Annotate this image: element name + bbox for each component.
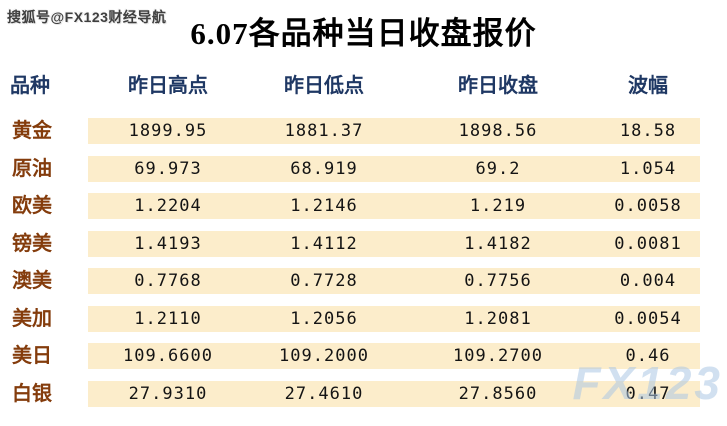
cell-close: 69.2 bbox=[475, 158, 521, 179]
instrument-name: 原油 bbox=[12, 157, 52, 180]
instrument-name: 白银 bbox=[12, 382, 52, 405]
watermark-source: 搜狐号@FX123财经导航 bbox=[7, 9, 167, 25]
cell-high: 69.973 bbox=[134, 158, 202, 179]
cell-close: 1.4182 bbox=[464, 233, 532, 254]
header-range: 波幅 bbox=[628, 75, 668, 97]
cell-low: 1.4112 bbox=[290, 233, 358, 254]
cell-low: 1.2056 bbox=[290, 308, 358, 329]
row-band: 1.2110 1.2056 1.2081 0.0054 bbox=[88, 305, 700, 332]
row-band: 1.2204 1.2146 1.219 0.0058 bbox=[88, 193, 700, 219]
header-low: 昨日低点 bbox=[284, 75, 364, 97]
cell-close: 0.7756 bbox=[464, 271, 532, 291]
cell-range: 0.0058 bbox=[614, 196, 682, 216]
cell-high: 109.6600 bbox=[123, 346, 213, 366]
cell-high: 1.2110 bbox=[134, 308, 202, 329]
cell-low: 68.919 bbox=[290, 158, 358, 179]
row-band: 27.9310 27.4610 27.8560 0.47 bbox=[88, 380, 700, 407]
cell-range: 0.0081 bbox=[614, 233, 682, 254]
cell-low: 0.7728 bbox=[290, 271, 358, 291]
page-title: 6.07各品种当日收盘报价 bbox=[190, 16, 537, 51]
table-row: 白银 27.9310 27.4610 27.8560 0.47 bbox=[0, 380, 727, 407]
instrument-name: 美日 bbox=[12, 345, 52, 367]
row-band: 0.7768 0.7728 0.7756 0.004 bbox=[88, 268, 700, 294]
row-band: 69.973 68.919 69.2 1.054 bbox=[88, 155, 700, 182]
table-row: 镑美 1.4193 1.4112 1.4182 0.0081 bbox=[0, 230, 727, 257]
table-row: 美日 109.6600 109.2000 109.2700 0.46 bbox=[0, 343, 727, 369]
header-high: 昨日高点 bbox=[128, 75, 208, 97]
cell-range: 0.46 bbox=[625, 346, 671, 366]
cell-low: 27.4610 bbox=[284, 383, 364, 404]
cell-high: 1.4193 bbox=[134, 233, 202, 254]
header-instrument: 品种 bbox=[10, 75, 50, 97]
cell-close: 109.2700 bbox=[453, 346, 543, 366]
cell-high: 1.2204 bbox=[134, 196, 202, 216]
table-row: 澳美 0.7768 0.7728 0.7756 0.004 bbox=[0, 268, 727, 294]
cell-range: 1.054 bbox=[619, 158, 677, 179]
row-band: 1899.95 1881.37 1898.56 18.58 bbox=[88, 118, 700, 144]
cell-high: 0.7768 bbox=[134, 271, 202, 291]
cell-low: 1.2146 bbox=[290, 196, 358, 216]
table-header-row: 品种 昨日高点 昨日低点 昨日收盘 波幅 bbox=[0, 72, 727, 100]
row-band: 109.6600 109.2000 109.2700 0.46 bbox=[88, 343, 700, 369]
instrument-name: 澳美 bbox=[12, 270, 52, 292]
cell-close: 1898.56 bbox=[458, 121, 538, 141]
cell-close: 1.2081 bbox=[464, 308, 532, 329]
instrument-name: 欧美 bbox=[12, 195, 52, 217]
cell-close: 1.219 bbox=[469, 196, 527, 216]
cell-high: 27.9310 bbox=[128, 383, 208, 404]
table-row: 欧美 1.2204 1.2146 1.219 0.0058 bbox=[0, 193, 727, 219]
table-row: 原油 69.973 68.919 69.2 1.054 bbox=[0, 155, 727, 182]
cell-low: 109.2000 bbox=[279, 346, 369, 366]
cell-range: 0.47 bbox=[625, 383, 671, 404]
cell-low: 1881.37 bbox=[284, 121, 364, 141]
header-close: 昨日收盘 bbox=[458, 75, 538, 97]
instrument-name: 美加 bbox=[12, 307, 52, 330]
cell-range: 0.004 bbox=[619, 271, 677, 291]
cell-close: 27.8560 bbox=[458, 383, 538, 404]
table-row: 黄金 1899.95 1881.37 1898.56 18.58 bbox=[0, 118, 727, 144]
instrument-name: 镑美 bbox=[12, 232, 52, 255]
table-row: 美加 1.2110 1.2056 1.2081 0.0054 bbox=[0, 305, 727, 332]
instrument-name: 黄金 bbox=[12, 120, 52, 142]
cell-high: 1899.95 bbox=[128, 121, 208, 141]
row-band: 1.4193 1.4112 1.4182 0.0081 bbox=[88, 230, 700, 257]
cell-range: 18.58 bbox=[619, 121, 677, 141]
cell-range: 0.0054 bbox=[614, 308, 682, 329]
